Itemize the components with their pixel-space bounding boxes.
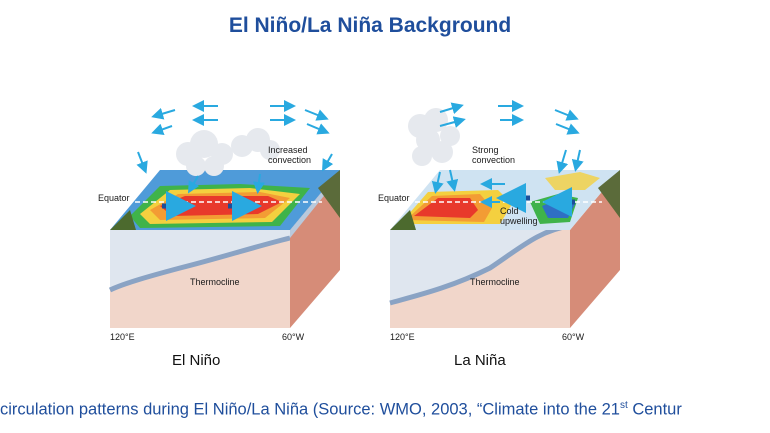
convection-label: Strong convection	[472, 145, 516, 165]
convection-label: Increased convection	[268, 145, 312, 165]
la-nina-label: La Niña	[454, 352, 506, 369]
wind-arrows	[431, 100, 584, 208]
side-face	[570, 170, 620, 328]
lon-west-label: 120°E	[110, 332, 135, 342]
warm-pool	[414, 198, 478, 218]
lon-east-label: 60°W	[562, 332, 585, 342]
upwelling-label: Cold upwelling	[500, 206, 538, 226]
equator-label: Equator	[378, 193, 410, 203]
lon-west-label: 120°E	[390, 332, 415, 342]
thermocline-layer	[390, 226, 570, 303]
side-face	[290, 170, 340, 328]
slide-title: El Niño/La Niña Background	[228, 14, 512, 37]
lon-east-label: 60°W	[282, 332, 305, 342]
thermocline-layer	[110, 230, 290, 290]
el-nino-label: El Niño	[172, 352, 221, 369]
el-nino-diagram	[108, 100, 340, 328]
la-nina-panel: Strong convection Cold upwelling Equator…	[378, 98, 650, 378]
caption-superscript: st	[619, 400, 628, 411]
thermocline-label: Thermocline	[190, 277, 240, 287]
wind-arrows	[136, 100, 334, 194]
thermocline-label: Thermocline	[470, 277, 520, 287]
el-nino-panel: Increased convection Equator Thermocline…	[98, 98, 370, 378]
source-caption: circulation patterns during El Niño/La N…	[0, 400, 770, 424]
thermocline-line	[108, 235, 291, 293]
la-nina-diagram	[389, 100, 620, 328]
caption-text-end: Centur	[627, 400, 682, 419]
caption-text: circulation patterns during El Niño/La N…	[0, 400, 620, 419]
equator-label: Equator	[98, 193, 130, 203]
cloud-icon	[408, 108, 460, 166]
cloud-icon	[176, 128, 280, 176]
thermocline-line	[389, 223, 571, 306]
